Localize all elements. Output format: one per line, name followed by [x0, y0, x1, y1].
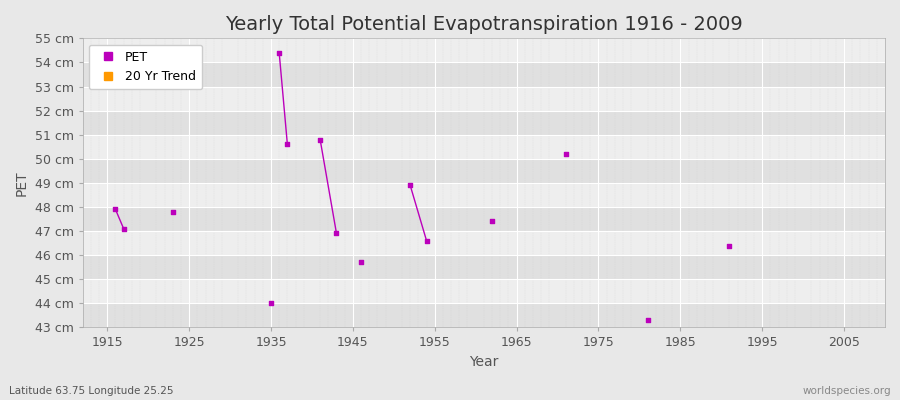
Bar — [83, 183, 885, 207]
Bar — [83, 231, 885, 255]
Point — [723, 242, 737, 249]
Y-axis label: PET: PET — [15, 170, 29, 196]
Point — [403, 182, 418, 188]
Bar — [83, 38, 885, 62]
Bar — [83, 255, 885, 279]
Bar — [83, 111, 885, 135]
Bar — [83, 135, 885, 159]
Point — [108, 206, 122, 212]
Bar — [83, 62, 885, 86]
Point — [166, 208, 180, 215]
Point — [280, 141, 294, 148]
Bar — [83, 207, 885, 231]
Point — [485, 218, 500, 225]
Point — [272, 50, 286, 56]
Bar — [83, 279, 885, 303]
Legend: PET, 20 Yr Trend: PET, 20 Yr Trend — [89, 44, 202, 89]
Point — [559, 151, 573, 157]
Point — [313, 136, 328, 143]
Point — [329, 230, 344, 237]
Text: worldspecies.org: worldspecies.org — [803, 386, 891, 396]
Bar — [83, 159, 885, 183]
Point — [264, 300, 278, 306]
Title: Yearly Total Potential Evapotranspiration 1916 - 2009: Yearly Total Potential Evapotranspiratio… — [225, 15, 742, 34]
Point — [354, 259, 368, 266]
Bar — [83, 86, 885, 111]
Text: Latitude 63.75 Longitude 25.25: Latitude 63.75 Longitude 25.25 — [9, 386, 174, 396]
Point — [116, 226, 130, 232]
Bar — [83, 303, 885, 328]
Point — [419, 238, 434, 244]
Point — [641, 317, 655, 323]
X-axis label: Year: Year — [469, 355, 499, 369]
